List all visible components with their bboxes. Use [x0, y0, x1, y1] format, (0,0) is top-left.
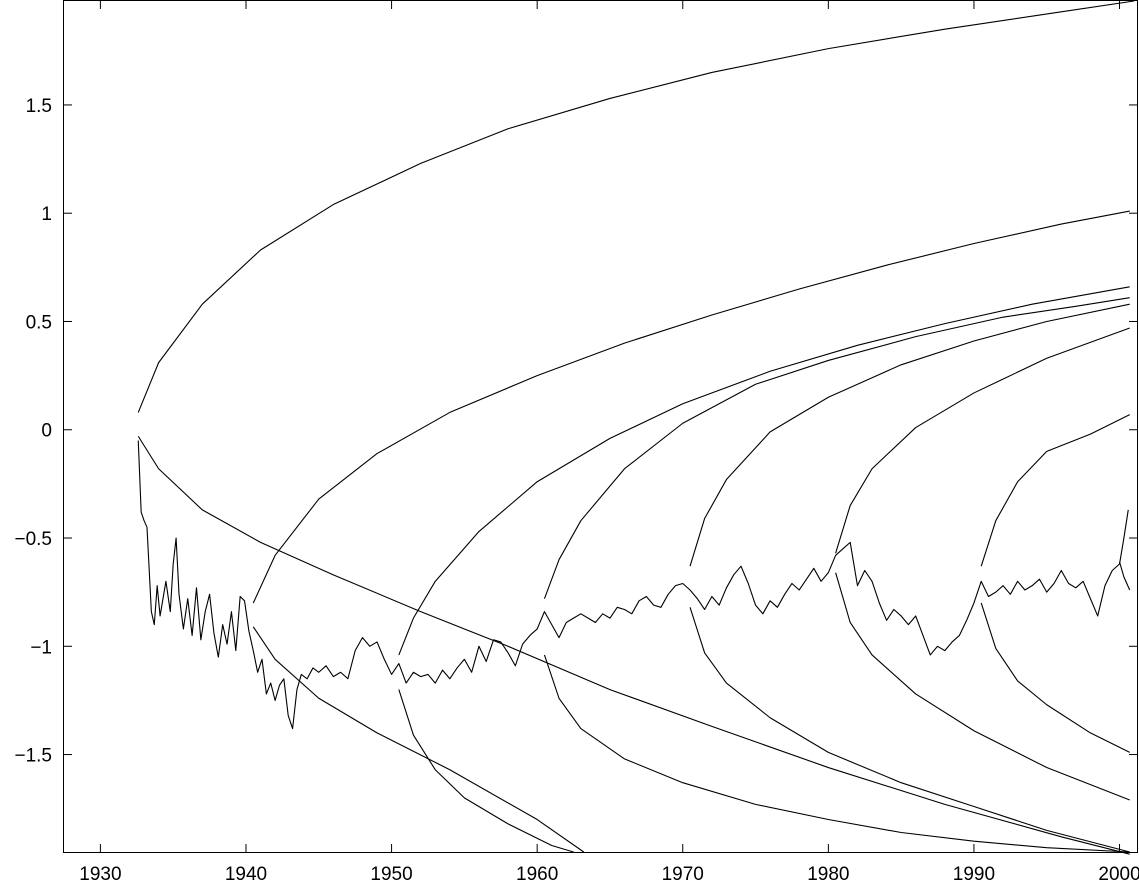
series-line-0 [137, 440, 1129, 730]
series-line-8 [543, 654, 1130, 853]
y-tick-label: 1 [41, 204, 52, 225]
series-line-6 [398, 689, 574, 853]
x-tick-label: 2000 [1098, 864, 1139, 885]
x-tick-label: 1980 [807, 864, 849, 885]
y-tick-label: 1.5 [26, 96, 52, 117]
x-tick-label: 1970 [662, 864, 704, 885]
x-axis: 1930 1940 1950 1960 1970 1980 1990 2000 [79, 1, 1139, 885]
y-tick-label: −0.5 [14, 529, 52, 550]
series-line-10 [689, 607, 1130, 853]
y-tick-label: −1 [30, 637, 52, 658]
x-tick-label: 1940 [225, 864, 267, 885]
series-line-1 [137, 0, 1135, 413]
series-line-13 [980, 414, 1130, 567]
series-line-4 [252, 626, 585, 853]
y-axis: −1.5 −1 −0.5 0 0.5 1 1.5 [14, 96, 1137, 767]
x-tick-label: 1950 [370, 864, 412, 885]
series-line-14 [980, 602, 1130, 753]
series-layer [137, 0, 1135, 855]
series-line-7 [543, 297, 1130, 599]
x-tick-label: 1930 [79, 864, 121, 885]
y-tick-label: 0.5 [26, 312, 52, 333]
plot-frame [63, 0, 1138, 853]
series-line-11 [835, 327, 1130, 554]
series-line-5 [398, 286, 1130, 656]
x-tick-label: 1960 [516, 864, 558, 885]
series-line-2 [137, 435, 1130, 855]
y-tick-label: 0 [41, 421, 52, 442]
series-line-12 [835, 572, 1130, 801]
series-line-3 [252, 210, 1130, 604]
series-line-9 [689, 303, 1130, 567]
y-tick-label: −1.5 [14, 746, 52, 767]
series-line-15 [1119, 561, 1131, 591]
x-tick-label: 1990 [953, 864, 995, 885]
